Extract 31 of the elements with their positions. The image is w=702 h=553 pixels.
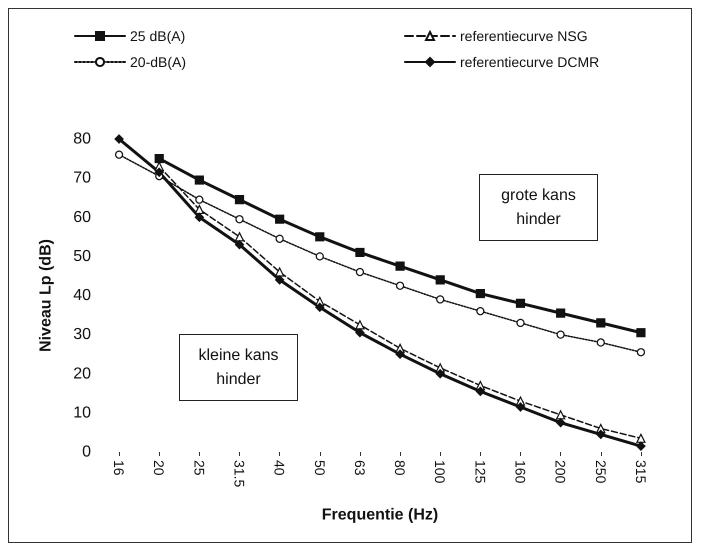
y-tick-label: 10 [73,404,92,422]
x-tick-label: 50 [312,460,328,476]
y-tick-label: 80 [73,130,92,148]
x-tick-label: 25 [191,460,208,476]
x-tick-label: 80 [392,460,408,476]
legend-label: referentiecurve DCMR [460,54,600,70]
y-tick-label: 20 [73,365,92,382]
y-axis-title: Niveau Lp (dB) [38,239,54,352]
y-tick-label: 30 [73,326,92,344]
annotation: kleine kans hinder [198,347,279,388]
y-tick-label: 40 [73,287,92,304]
x-tick-label: 31.5 [232,460,248,488]
legend-label: 20-dB(A) [130,54,186,70]
y-tick-label: 70 [73,170,92,187]
legend-label: 25 dB(A) [130,28,186,44]
x-tick-label: 200 [552,460,569,484]
y-tick-label: 0 [82,444,92,460]
x-tick-label: 250 [592,460,609,484]
legend-label: referentiecurve NSG [460,28,588,44]
x-tick-label: 63 [352,460,368,476]
x-tick-label: 20 [151,460,168,476]
x-tick-label: 16 [111,460,128,476]
x-tick-label: 125 [472,460,488,484]
x-tick-label: 40 [272,460,288,476]
y-tick-label: 60 [73,208,92,226]
y-tick-label: 50 [73,248,92,265]
x-tick-label: 315 [632,460,649,484]
x-tick-label: 160 [512,460,528,484]
annotation: grote kans hinder [501,187,576,228]
x-axis-title: Frequentie (Hz) [322,506,438,524]
x-tick-label: 100 [432,460,448,484]
